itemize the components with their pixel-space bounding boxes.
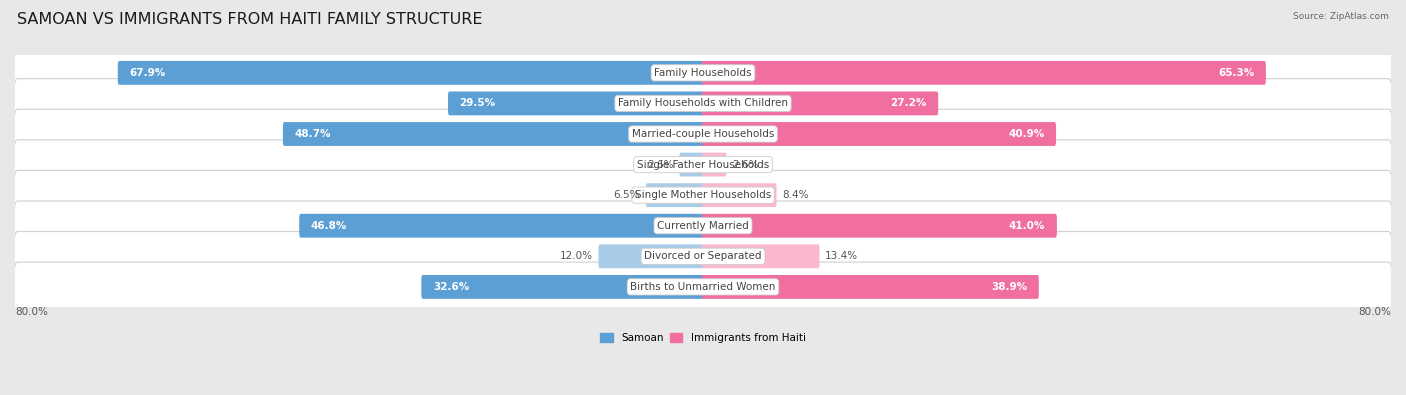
FancyBboxPatch shape: [679, 152, 704, 177]
Text: 38.9%: 38.9%: [991, 282, 1028, 292]
Text: 46.8%: 46.8%: [311, 221, 347, 231]
FancyBboxPatch shape: [702, 245, 820, 268]
Text: 12.0%: 12.0%: [560, 251, 593, 261]
Text: SAMOAN VS IMMIGRANTS FROM HAITI FAMILY STRUCTURE: SAMOAN VS IMMIGRANTS FROM HAITI FAMILY S…: [17, 12, 482, 27]
FancyBboxPatch shape: [14, 109, 1392, 159]
Text: 65.3%: 65.3%: [1218, 68, 1254, 78]
FancyBboxPatch shape: [702, 92, 938, 115]
Text: Family Households: Family Households: [654, 68, 752, 78]
FancyBboxPatch shape: [702, 61, 1265, 85]
FancyBboxPatch shape: [702, 214, 1057, 238]
FancyBboxPatch shape: [118, 61, 704, 85]
Text: 80.0%: 80.0%: [1358, 307, 1391, 317]
Text: 80.0%: 80.0%: [15, 307, 48, 317]
Text: 6.5%: 6.5%: [614, 190, 640, 200]
Text: 8.4%: 8.4%: [782, 190, 808, 200]
FancyBboxPatch shape: [702, 183, 776, 207]
FancyBboxPatch shape: [299, 214, 704, 238]
Text: Married-couple Households: Married-couple Households: [631, 129, 775, 139]
FancyBboxPatch shape: [14, 201, 1392, 250]
Text: 67.9%: 67.9%: [129, 68, 166, 78]
Text: Single Father Households: Single Father Households: [637, 160, 769, 169]
Text: 2.6%: 2.6%: [647, 160, 673, 169]
Text: Currently Married: Currently Married: [657, 221, 749, 231]
Text: Family Households with Children: Family Households with Children: [619, 98, 787, 108]
FancyBboxPatch shape: [449, 92, 704, 115]
Text: 32.6%: 32.6%: [433, 282, 470, 292]
FancyBboxPatch shape: [14, 262, 1392, 312]
FancyBboxPatch shape: [14, 79, 1392, 128]
Text: 41.0%: 41.0%: [1010, 221, 1045, 231]
FancyBboxPatch shape: [14, 170, 1392, 220]
Text: Source: ZipAtlas.com: Source: ZipAtlas.com: [1294, 12, 1389, 21]
FancyBboxPatch shape: [702, 275, 1039, 299]
Text: 2.6%: 2.6%: [733, 160, 759, 169]
Text: 13.4%: 13.4%: [825, 251, 858, 261]
Text: Births to Unmarried Women: Births to Unmarried Women: [630, 282, 776, 292]
FancyBboxPatch shape: [702, 122, 1056, 146]
Text: 27.2%: 27.2%: [890, 98, 927, 108]
FancyBboxPatch shape: [702, 152, 727, 177]
FancyBboxPatch shape: [14, 48, 1392, 98]
Text: 40.9%: 40.9%: [1008, 129, 1045, 139]
Text: Divorced or Separated: Divorced or Separated: [644, 251, 762, 261]
FancyBboxPatch shape: [645, 183, 704, 207]
FancyBboxPatch shape: [14, 231, 1392, 281]
Text: Single Mother Households: Single Mother Households: [636, 190, 770, 200]
FancyBboxPatch shape: [14, 140, 1392, 189]
Legend: Samoan, Immigrants from Haiti: Samoan, Immigrants from Haiti: [596, 329, 810, 347]
FancyBboxPatch shape: [422, 275, 704, 299]
Text: 29.5%: 29.5%: [460, 98, 496, 108]
Text: 48.7%: 48.7%: [294, 129, 330, 139]
FancyBboxPatch shape: [283, 122, 704, 146]
FancyBboxPatch shape: [599, 245, 704, 268]
